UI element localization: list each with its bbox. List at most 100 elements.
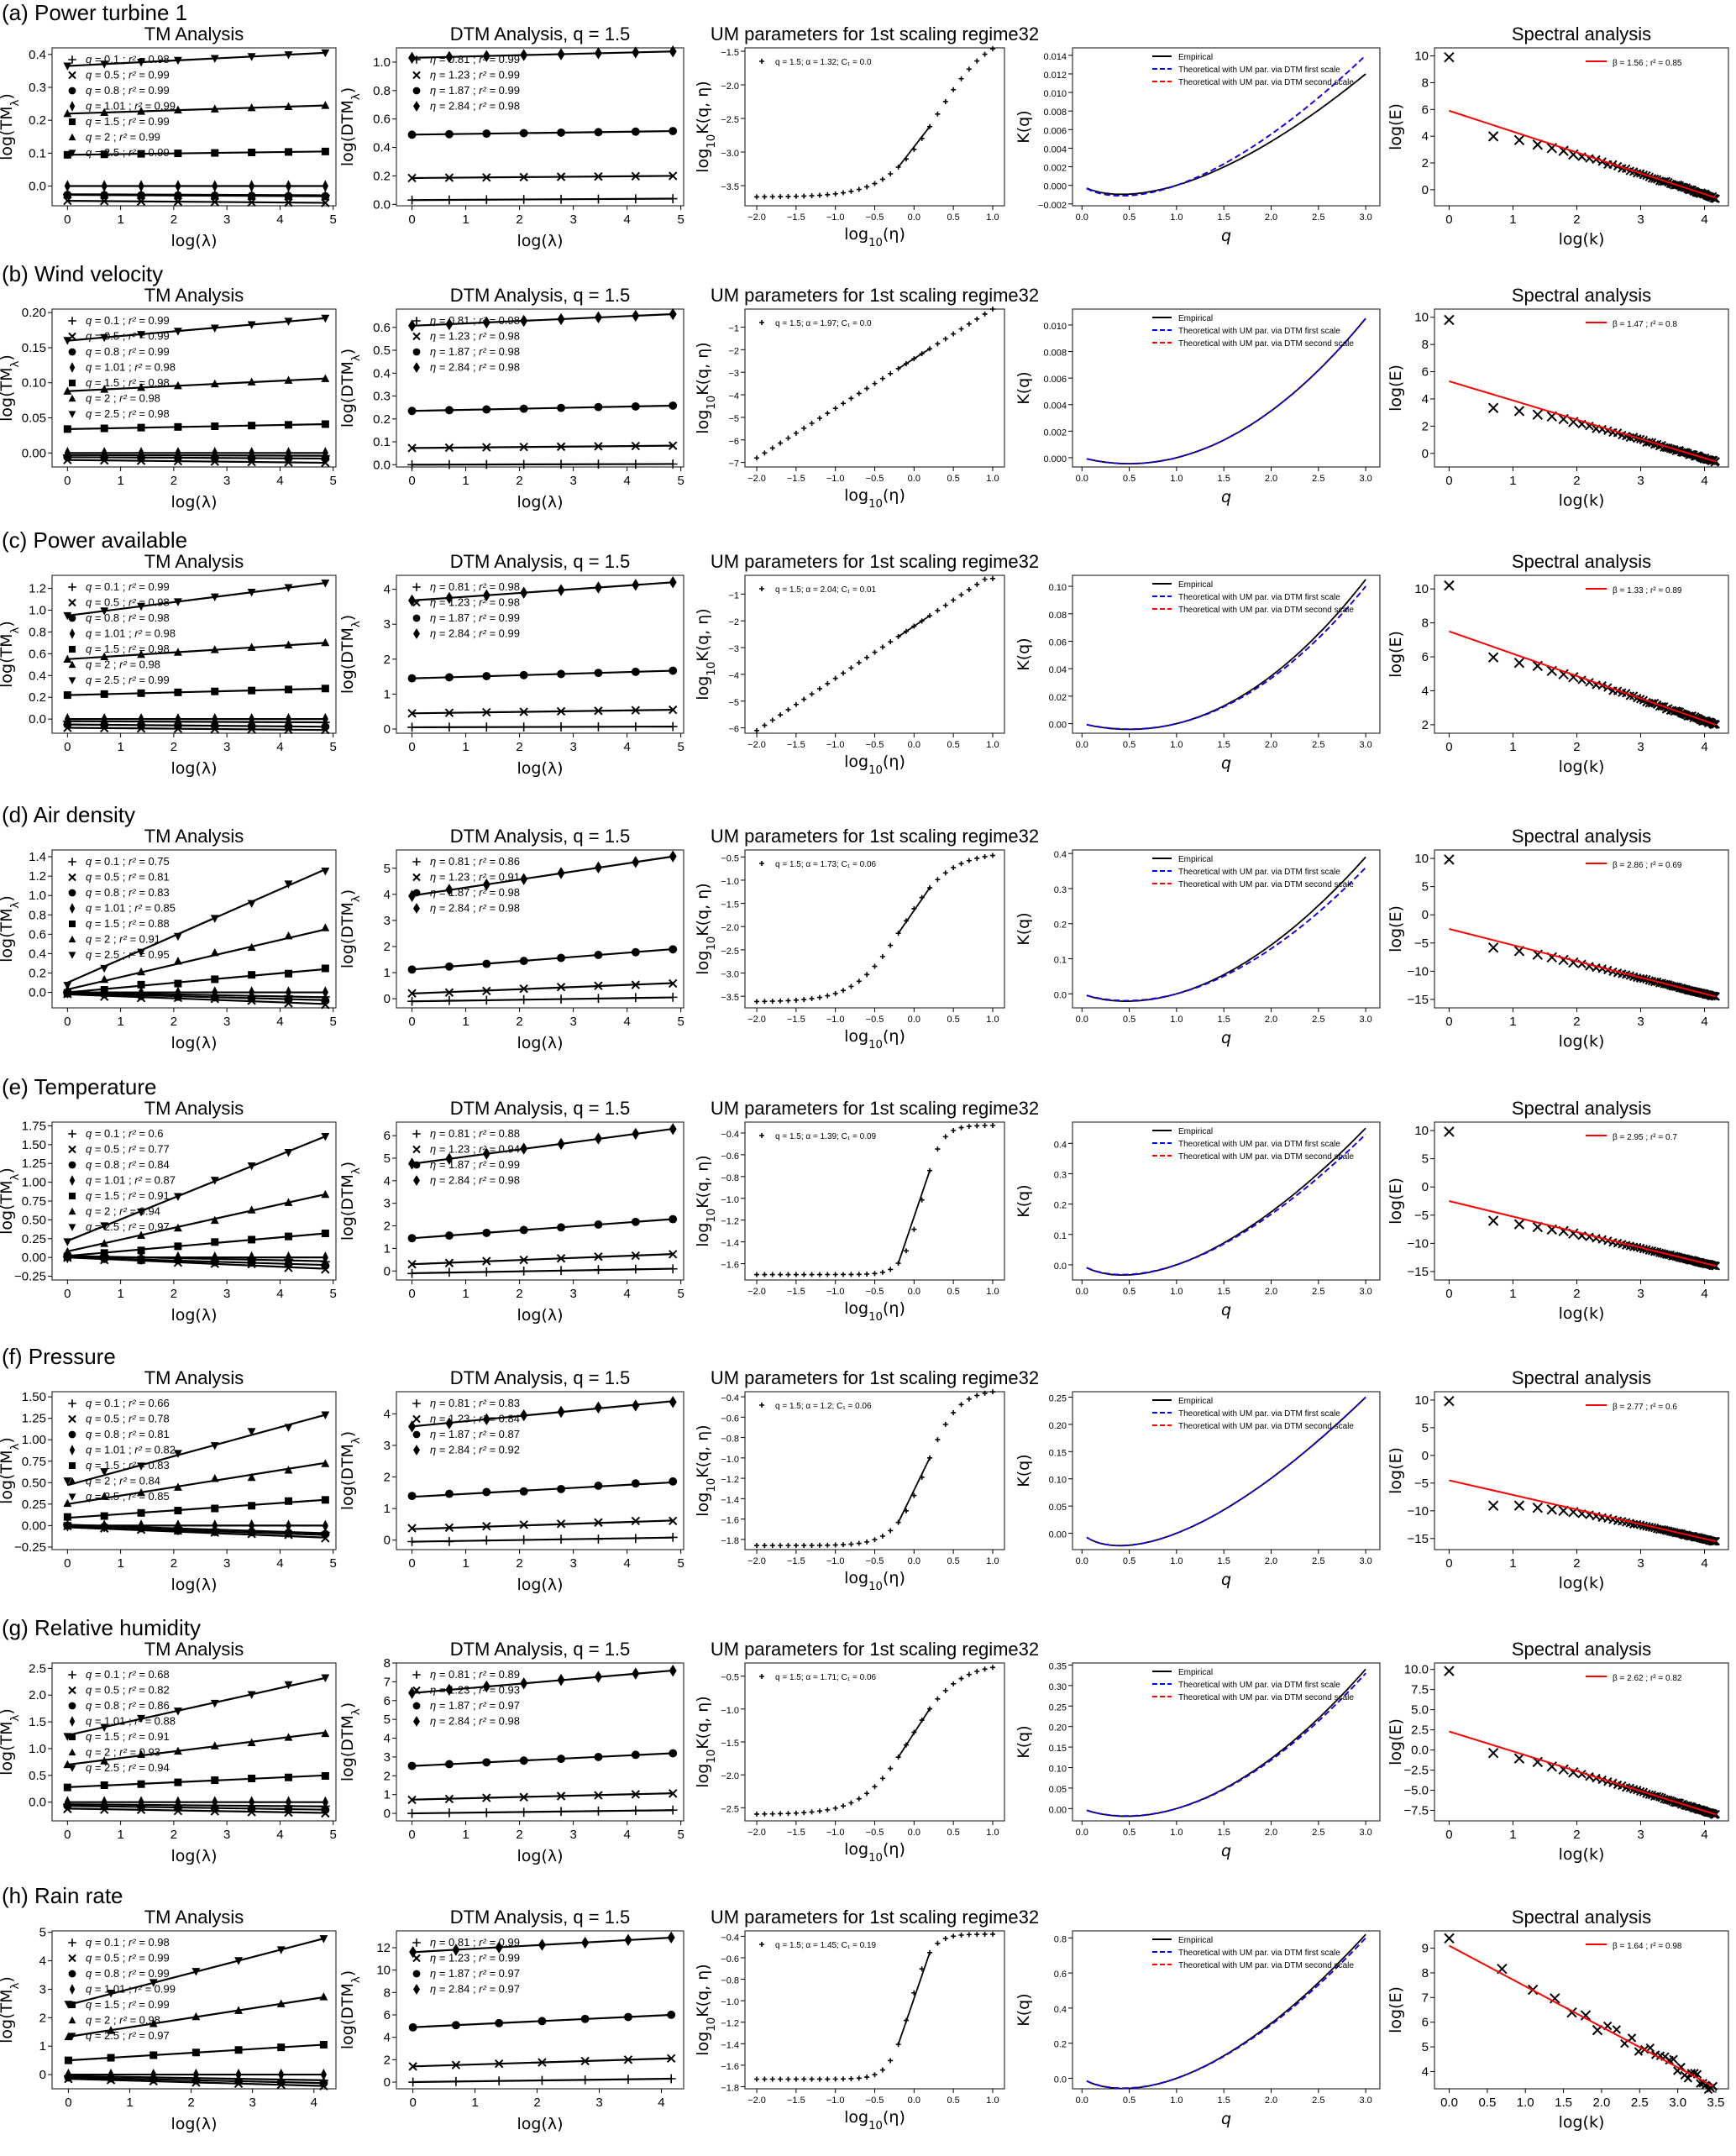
marker-square [69,2001,76,2008]
marker-x [68,71,76,80]
um-legend-label: ; C₁ = [837,319,860,328]
um-points [754,46,995,200]
legend-entry: q = 0.8 ; r² = 0.99 [86,345,170,358]
y-tick-label: −0.8 [721,1976,739,1986]
spec-beta-value: 1.64 [1627,1942,1644,1951]
marker-x [1627,2033,1637,2043]
tm-series [64,180,328,192]
legend-value: = 1.01 ; [92,1174,134,1187]
legend-symbol: q [86,1967,92,1980]
y-axis-label-main: log(TM [0,106,16,160]
legend-entry: q = 0.8 ; r² = 0.98 [86,611,170,624]
legend-entry: q = 0.5 ; r² = 0.82 [86,1684,170,1697]
marker-plus [759,1403,764,1408]
marker-thin_diamond [69,1716,76,1727]
legend-r2-label: r² = [479,1397,498,1409]
y-tick-label: −5 [728,414,739,424]
legend-entry: η = 1.87 ; r² = 0.99 [430,611,520,624]
marker-plus [825,1542,831,1548]
marker-tri_down [247,900,256,909]
dtm-series [408,2010,676,2032]
spec-beta-value: 1.47 [1627,320,1644,329]
legend-entry: q = 2 ; r² = 0.84 [86,1475,160,1487]
marker-plus [935,877,941,883]
legend-r2-value: 0.99 [148,1967,169,1980]
fit-line [412,947,674,971]
marker-circle [451,2021,460,2030]
spectrum-points [1444,580,1720,730]
y-axis-label-end: ) [338,1970,357,1976]
dtm-legend: η = 0.81 ; r² = 0.98η = 1.23 ; r² = 0.98… [412,580,520,640]
marker-tri_down [100,60,109,69]
um-legend-text: q = 1.5; α = 1.97; C₁ = 0.0 [775,319,872,328]
marker-tri_down [173,328,182,336]
marker-x [1612,2025,1622,2034]
marker-plus [407,722,417,732]
tm-series [63,49,330,71]
marker-tri_up [210,1474,219,1482]
x-tick-label: 1 [117,1287,123,1301]
y-axis-label-main: log(TM [0,1989,16,2043]
marker-tri_down [284,880,293,889]
y-tick-label: 1 [384,966,391,980]
marker-circle [173,191,182,200]
x-tick-label: 2.0 [1265,1828,1277,1838]
tm-legend: q = 0.1 ; r² = 0.99q = 0.5 ; r² = 0.98q … [68,580,176,686]
marker-tri_up [173,957,182,965]
x-tick-label: 2 [170,1556,177,1571]
marker-thin_diamond [175,180,181,192]
legend-symbol: q [86,1684,92,1697]
legend-symbol: η [430,886,436,899]
x-tick-label: 2 [170,1287,177,1301]
marker-diamond [413,101,420,112]
legend-entry: Theoretical with UM par. via DTM first s… [1178,1681,1340,1690]
marker-tri_down [173,932,182,942]
x-tick-label: 0.5 [1123,2096,1135,2106]
marker-plus [793,701,799,707]
x-tick-label: 0.0 [908,740,920,750]
spectral-fit-line [1449,630,1717,726]
legend-r2-label: r² = [479,1699,498,1712]
legend-r2-label: r² = [479,855,498,868]
y-tick-label: 8 [1422,616,1429,631]
x-tick-label: 1.0 [986,740,999,750]
marker-plus [935,341,941,347]
legend-r2-value: 0.85 [148,1490,169,1503]
x-tick-label: 0 [408,1015,415,1029]
x-tick-label: 5 [330,1287,337,1301]
marker-plus [754,455,760,461]
legend-r2-label: r² = [479,1684,498,1697]
marker-tri_up [173,1746,182,1755]
legend-r2-value: 0.99 [155,100,176,113]
y-axis-label: log(E) [1387,1718,1405,1765]
y-tick-label: 0.8 [373,84,391,98]
y-tick-label: 0.6 [373,113,391,127]
legend-entry: Theoretical with UM par. via DTM first s… [1178,1409,1340,1419]
legend-entry: q = 0.5 ; r² = 0.78 [86,1413,170,1425]
x-tick-label: 3.0 [1359,212,1371,223]
marker-circle [444,129,454,139]
marker-square [69,1462,76,1469]
marker-x [1513,1219,1525,1230]
y-tick-label: 0.000 [1043,454,1067,464]
y-axis-label-main: log(DTM [338,1983,357,2049]
y-tick-label: 0 [384,1264,391,1278]
legend-entry: η = 2.84 ; r² = 0.98 [430,902,520,915]
x-tick-label: −0.5 [866,740,884,750]
spectrum-points [1444,314,1720,467]
legend-value: = 1.23 ; [436,1143,479,1156]
legend-value: = 0.81 ; [436,1397,479,1409]
y-tick-label: −1.4 [721,2040,739,2050]
marker-tri_down [100,964,109,973]
legend-r2-label: r² = [128,1220,148,1233]
marker-x [1487,131,1499,142]
legend-symbol: q [86,871,92,884]
marker-diamond [413,1445,420,1456]
legend-entry: q = 0.1 ; r² = 0.99 [86,580,170,593]
y-axis-label: K(q) [1015,371,1033,404]
y-tick-label: −3.5 [721,182,739,192]
y-tick-label: 4 [384,1407,391,1421]
legend-r2-label: r² = [479,1668,498,1681]
x-tick-label: 3 [595,2096,602,2110]
x-tick-label: 1.5 [1218,212,1230,223]
